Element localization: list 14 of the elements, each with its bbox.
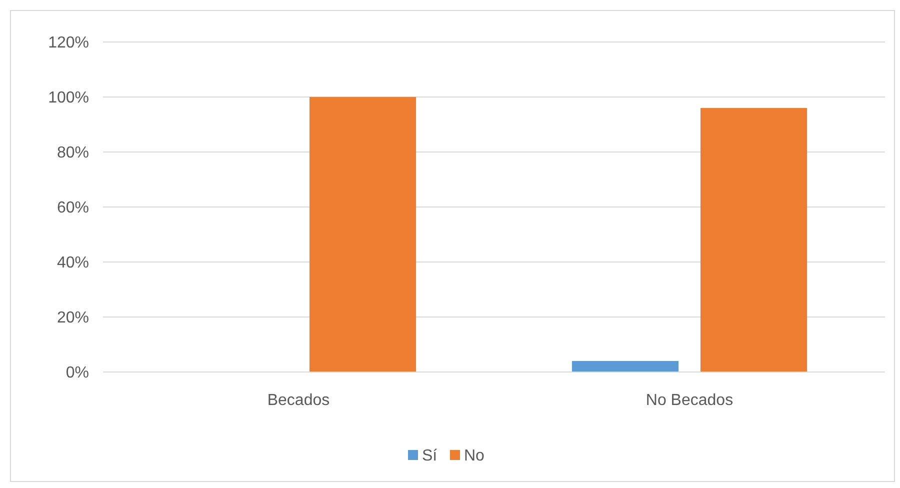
x-tick-label: Becados — [267, 392, 330, 409]
x-tick-label: No Becados — [646, 392, 734, 409]
y-tick-label: 20% — [56, 310, 89, 327]
y-tick-label: 0% — [66, 364, 89, 382]
y-tick-label: 80% — [56, 144, 89, 162]
bar — [572, 361, 678, 372]
bar — [310, 97, 416, 372]
legend-label: No — [464, 448, 485, 465]
y-tick-label: 40% — [56, 254, 89, 272]
y-tick-label: 120% — [48, 34, 89, 52]
legend-label: Sí — [422, 448, 438, 465]
y-tick-label: 100% — [48, 90, 89, 107]
y-tick-label: 60% — [56, 200, 89, 217]
bar — [700, 108, 808, 372]
